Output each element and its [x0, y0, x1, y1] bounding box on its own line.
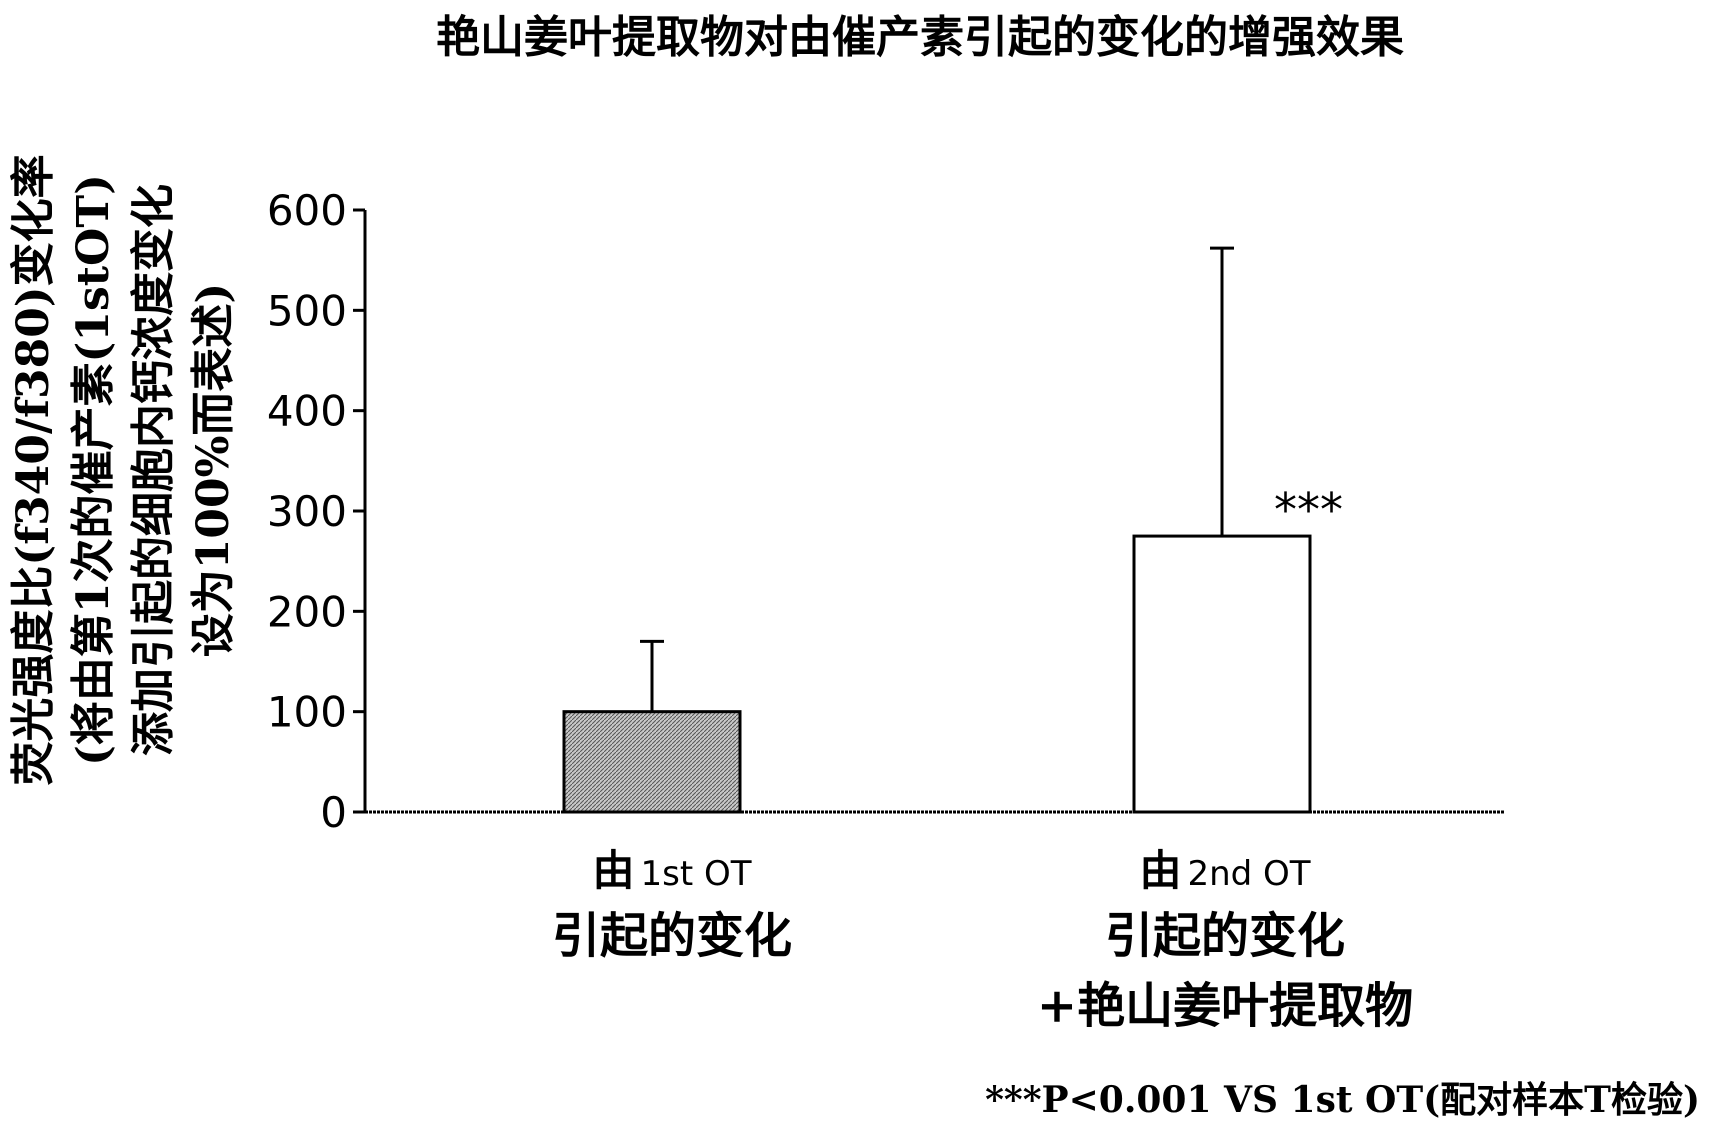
- bar: [562, 710, 742, 814]
- y-tick-label: 500: [267, 286, 347, 335]
- y-tick-label: 0: [320, 788, 347, 837]
- x-tick-label-line: 引起的变化: [552, 908, 792, 964]
- y-axis-ticks: 0 100 200 300 400 500 600: [267, 186, 365, 837]
- x-axis-labels: 由 1st OT 引起的变化 由 2nd OT 引起的变化 +艳山姜叶提取物: [552, 846, 1413, 1034]
- y-axis-label: 荧光强度比(f340/f380)变化率 (将由第1次的催产素(1stOT) 添加引起…: [8, 154, 239, 785]
- y-axis-label-line: 设为100%而表述): [188, 283, 239, 657]
- y-tick-label: 600: [267, 186, 347, 235]
- x-tick-label-line: 引起的变化: [1105, 908, 1345, 964]
- y-axis-label-line: (将由第1次的催产素(1stOT): [68, 174, 119, 766]
- x-tick-label-line: +艳山姜叶提取物: [1037, 978, 1413, 1034]
- error-bars: [640, 246, 1234, 712]
- x-tick-label-ot: 由 1st OT: [592, 846, 751, 895]
- bars: [562, 534, 1312, 814]
- bar: [1132, 534, 1312, 814]
- footnote: ***P<0.001 VS 1st OT(配对样本T检验): [985, 1079, 1700, 1121]
- y-axis-label-line: 荧光强度比(f340/f380)变化率: [8, 154, 59, 785]
- chart-title: 艳山姜叶提取物对由催产素引起的变化的增强效果: [436, 12, 1404, 63]
- y-tick-label: 300: [267, 487, 347, 536]
- significance-label: ***: [1274, 483, 1343, 537]
- x-tick-label-ot: 由 2nd OT: [1139, 846, 1310, 895]
- significance-markers: ***: [1274, 483, 1343, 537]
- y-tick-label: 100: [267, 688, 347, 737]
- y-axis-label-line: 添加引起的细胞内钙浓度变化: [128, 184, 179, 756]
- y-tick-label: 400: [267, 387, 347, 436]
- y-tick-label: 200: [267, 587, 347, 636]
